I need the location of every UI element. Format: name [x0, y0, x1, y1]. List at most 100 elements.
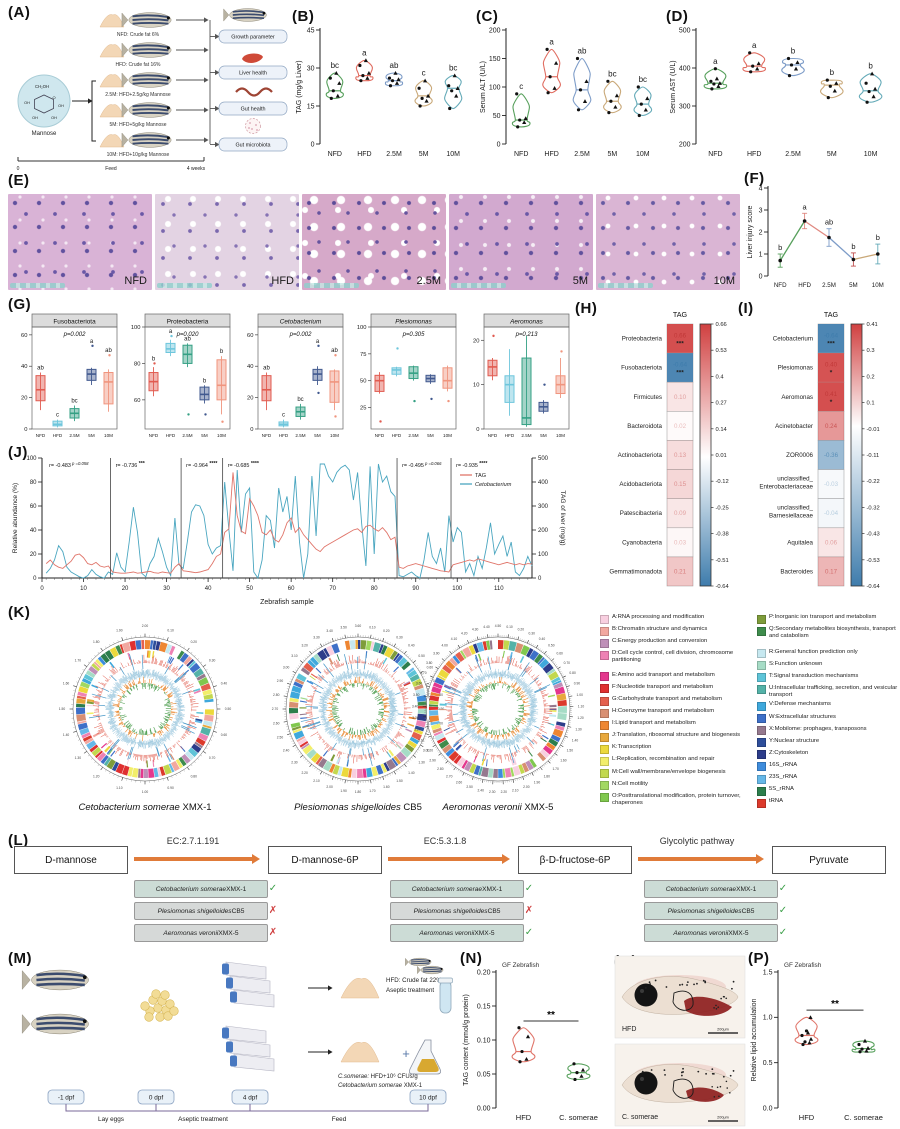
svg-text:50: 50	[246, 586, 253, 592]
svg-text:b: b	[868, 62, 873, 71]
svg-text:2.5M: 2.5M	[182, 433, 192, 438]
cog-legend-item: I:Lipid transport and metabolism	[600, 720, 747, 730]
svg-text:0.40: 0.40	[539, 637, 546, 641]
cog-legend-item: F:Nucleotide transport and metabolism	[600, 684, 747, 694]
svg-text:Gemmatimonadota: Gemmatimonadota	[609, 568, 662, 575]
svg-text:0.50: 0.50	[548, 644, 555, 648]
svg-text:1.80: 1.80	[355, 790, 362, 794]
strain-box-cb5: Plesiomonas shigelloides CB5	[134, 902, 268, 920]
svg-text:2.90: 2.90	[277, 679, 284, 683]
histology-label: NFD	[124, 275, 147, 287]
cog-legend-item: D:Cell cycle control, cell division, chr…	[600, 650, 747, 664]
svg-text:Plesiomonas: Plesiomonas	[778, 365, 813, 372]
reaction-arrow	[638, 853, 764, 863]
svg-text:Feed: Feed	[105, 166, 117, 172]
histology-image-10m: 10M	[596, 194, 740, 290]
svg-text:0.30: 0.30	[396, 635, 403, 639]
svg-text:Proteobacteria: Proteobacteria	[167, 319, 209, 326]
svg-text:2.10: 2.10	[313, 779, 320, 783]
histology-label: 2.5M	[416, 275, 441, 287]
legend-swatch-icon	[757, 714, 766, 724]
svg-text:10M: 10M	[636, 151, 650, 158]
svg-text:b: b	[220, 349, 224, 355]
legend-swatch-icon	[757, 726, 766, 736]
svg-text:NFD: Crude fat 6%: NFD: Crude fat 6%	[117, 32, 160, 38]
panel-i-label: (I)	[738, 300, 754, 317]
panel-n-gf-tag-violin: (N) 0.00 0.05 0.10 0.15 0.20 TAG content (mmo…	[460, 950, 612, 1128]
legend-swatch-icon	[757, 685, 766, 695]
svg-text:1.50: 1.50	[396, 779, 403, 783]
cog-legend-item: Y:Nuclear structure	[757, 738, 900, 748]
svg-text:bc: bc	[639, 75, 647, 84]
cog-legend-item: 16S_rRNA	[757, 762, 900, 772]
svg-text:0.10: 0.10	[674, 394, 687, 401]
svg-text:**: **	[547, 1010, 555, 1021]
svg-text:1.50: 1.50	[567, 749, 574, 753]
cog-legend-item: tRNA	[757, 798, 900, 808]
svg-text:3.20: 3.20	[301, 644, 308, 648]
svg-text:0.60: 0.60	[221, 733, 228, 737]
lipid-accumulation-violin-chart: 0.0 0.5 1.0 1.5 Relative lipid accumulation G…	[751, 962, 883, 1122]
svg-text:0.80: 0.80	[191, 774, 198, 778]
cog-legend-item: E:Amino acid transport and metabolism	[600, 672, 747, 682]
panel-d-label: (D)	[666, 8, 689, 25]
svg-text:TAG of liver (mg/g): TAG of liver (mg/g)	[559, 490, 566, 545]
svg-text:2.80: 2.80	[437, 767, 444, 771]
svg-text:bc: bc	[71, 398, 77, 404]
svg-text:HFD: HFD	[544, 151, 558, 158]
svg-text:2.5M: 2.5M	[386, 151, 402, 158]
abundance-tag-line-chart: 0 20 40 60 80 100 0 100 200 300 400 500 0 10 20 30 40 50 6…	[12, 456, 566, 606]
svg-text:Cyanobacteria: Cyanobacteria	[622, 539, 662, 546]
svg-text:2.60: 2.60	[273, 722, 280, 726]
svg-text:1.20: 1.20	[93, 774, 100, 778]
svg-text:-0.53: -0.53	[867, 558, 880, 564]
svg-text:0.10: 0.10	[477, 1037, 491, 1044]
cog-legend-item: M:Cell wall/membrane/envelope biogenesis	[600, 769, 747, 779]
legend-swatch-icon	[757, 774, 766, 784]
svg-text:20: 20	[473, 338, 479, 344]
svg-text:3.20: 3.20	[414, 727, 421, 731]
svg-text:1.90: 1.90	[116, 628, 123, 632]
svg-text:0.02: 0.02	[674, 423, 687, 430]
svg-text:200μm: 200μm	[717, 1116, 729, 1120]
svg-text:0.70: 0.70	[209, 756, 216, 760]
cog-legend-item: 5S_rRNA	[757, 786, 900, 796]
svg-text:OH: OH	[32, 116, 38, 120]
svg-text:O: O	[52, 95, 55, 100]
svg-text:3.50: 3.50	[413, 693, 420, 697]
cog-legend-item: K:Transcription	[600, 744, 747, 754]
svg-text:45: 45	[307, 27, 315, 34]
svg-text:1.30: 1.30	[75, 756, 82, 760]
svg-text:a: a	[752, 41, 757, 50]
svg-text:5M: 5M	[427, 433, 434, 438]
svg-text:4 weeks: 4 weeks	[187, 166, 206, 172]
svg-text:Fusobacteriota: Fusobacteriota	[53, 319, 96, 326]
svg-text:NFD: NFD	[36, 433, 46, 438]
svg-text:-0.43: -0.43	[867, 532, 880, 538]
svg-text:40: 40	[205, 586, 212, 592]
svg-text:0: 0	[17, 166, 20, 172]
legend-swatch-icon	[600, 744, 609, 754]
svg-text:0: 0	[759, 273, 763, 280]
panel-j-abundance-line: (J) 0 20 40 60 80 100 0 100 200 300 400 500 0 10 20 30 4…	[8, 444, 572, 608]
svg-text:0.21: 0.21	[674, 568, 687, 575]
svg-text:1.10: 1.10	[578, 704, 585, 708]
cog-legend-item: T:Signal transduction mechanisms	[757, 673, 900, 683]
svg-text:0.20: 0.20	[191, 640, 198, 644]
svg-text:ZOR0006: ZOR0006	[786, 452, 813, 459]
svg-text:0.41: 0.41	[867, 322, 878, 328]
svg-text:C. somerae: C. somerae	[559, 1113, 598, 1122]
svg-text:TAG: TAG	[824, 310, 839, 319]
svg-text:3.90: 3.90	[433, 652, 440, 656]
svg-text:Cetobacterium: Cetobacterium	[475, 482, 512, 488]
legend-swatch-icon	[600, 638, 609, 648]
svg-text:2.5M: HFD+2.5g/kg Mannose: 2.5M: HFD+2.5g/kg Mannose	[105, 92, 171, 98]
genome-map-title: Cetobacterium somerae XMX-1	[78, 802, 212, 813]
svg-text:Acinetobacter: Acinetobacter	[775, 423, 813, 430]
svg-text:500: 500	[538, 456, 549, 462]
svg-text:***: ***	[827, 341, 835, 348]
svg-text:2.5M: 2.5M	[822, 282, 836, 289]
svg-text:2.80: 2.80	[273, 693, 280, 697]
svg-text:unclassified_: unclassified_	[777, 505, 813, 512]
svg-text:Zebrafish sample: Zebrafish sample	[260, 599, 314, 606]
